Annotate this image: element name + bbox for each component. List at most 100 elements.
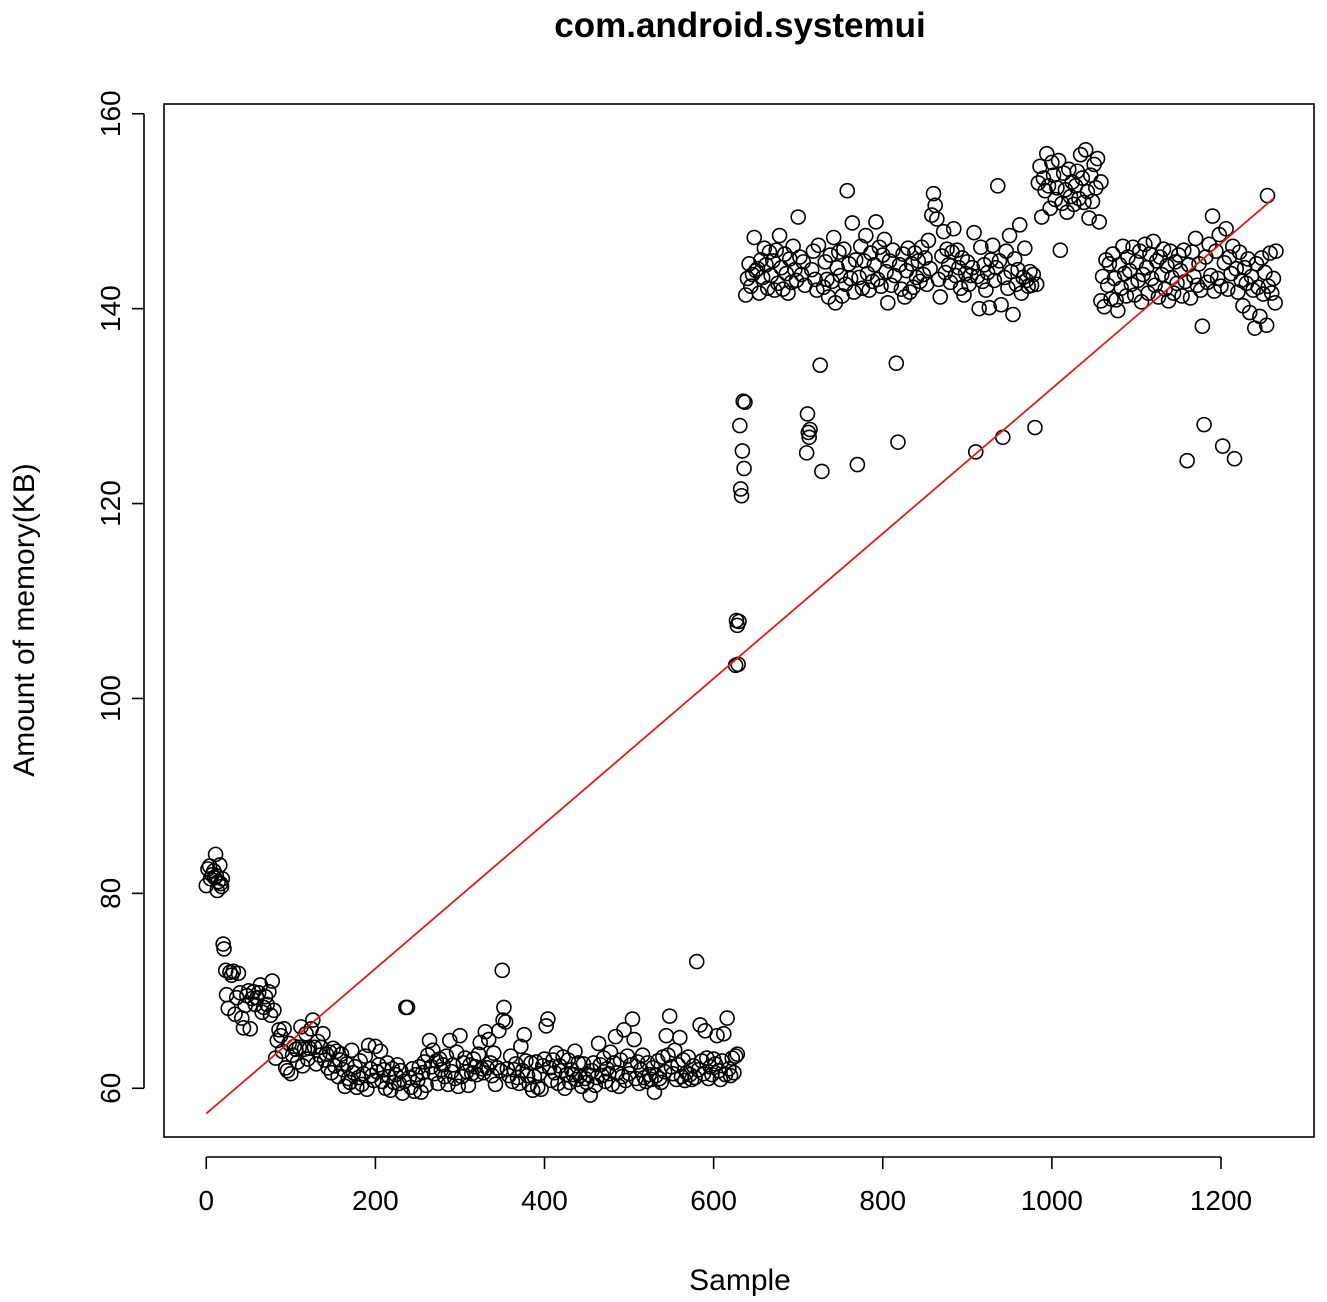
data-point (830, 244, 847, 260)
data-point (981, 299, 998, 316)
data-point (672, 1029, 688, 1046)
data-point (1072, 146, 1089, 163)
x-tick-label: 0 (198, 1185, 214, 1216)
data-point (1268, 243, 1284, 259)
data-point (1265, 270, 1282, 287)
y-tick-label: 120 (95, 480, 126, 527)
data-point (1010, 261, 1026, 278)
data-point (1267, 295, 1283, 311)
data-point (1145, 233, 1162, 250)
data-point (626, 1031, 642, 1048)
data-point (890, 434, 906, 450)
data-point (863, 245, 879, 261)
data-point (213, 878, 230, 895)
x-axis-label: Sample (689, 1264, 791, 1297)
data-point (700, 1070, 717, 1087)
data-point (372, 1043, 389, 1060)
data-point (582, 1087, 598, 1103)
data-point (998, 243, 1015, 259)
data-point (903, 256, 920, 272)
data-point (753, 252, 769, 268)
data-point (543, 1072, 560, 1089)
data-point (1165, 285, 1182, 301)
data-point (1079, 183, 1096, 200)
data-point (1005, 306, 1021, 323)
data-point (677, 1072, 693, 1089)
data-point (751, 285, 768, 301)
data-point (736, 460, 752, 477)
data-point (973, 239, 989, 256)
data-point (746, 229, 763, 246)
data-point (1052, 242, 1069, 258)
data-point (408, 1066, 424, 1083)
data-point (1023, 277, 1040, 294)
data-point (688, 953, 705, 970)
data-point (283, 1065, 299, 1082)
data-point (902, 284, 918, 300)
data-point (394, 1085, 411, 1101)
data-point (839, 182, 856, 199)
data-point (807, 271, 823, 288)
x-tick-label: 200 (352, 1185, 399, 1216)
data-point (1110, 302, 1126, 319)
x-tick-label: 1000 (1021, 1185, 1083, 1216)
data-point (803, 261, 820, 278)
data-point (1101, 256, 1118, 272)
data-point (729, 1046, 746, 1062)
data-point (790, 209, 806, 225)
data-point (873, 278, 889, 295)
data-point (1175, 242, 1192, 258)
data-point (923, 207, 940, 223)
data-point (699, 1050, 715, 1066)
data-point (995, 429, 1011, 446)
data-point (709, 1027, 725, 1044)
data-point (1076, 194, 1092, 211)
data-point (320, 1060, 336, 1076)
data-point (726, 1064, 742, 1081)
data-point (489, 1060, 505, 1076)
data-point (497, 1014, 514, 1030)
data-point (345, 1064, 362, 1081)
data-point (1221, 249, 1238, 265)
data-point (257, 988, 274, 1005)
data-point (949, 242, 965, 258)
data-point (808, 282, 825, 298)
data-point (825, 229, 842, 246)
data-point (768, 242, 785, 258)
data-point (849, 456, 866, 473)
data-point (538, 1018, 555, 1034)
data-point (1194, 318, 1211, 334)
data-point (337, 1078, 353, 1095)
data-point (1253, 250, 1270, 266)
data-point (327, 1058, 343, 1074)
data-point (756, 240, 773, 257)
data-point (945, 220, 962, 237)
y-tick-label: 140 (95, 285, 126, 332)
data-point (399, 999, 416, 1016)
data-point (271, 1022, 287, 1038)
data-point (276, 1021, 292, 1037)
data-point (590, 1035, 607, 1052)
data-point (1017, 240, 1033, 257)
data-point (858, 227, 874, 244)
data-point (540, 1011, 556, 1027)
data-point (712, 1071, 729, 1088)
data-point (846, 284, 862, 300)
data-point (734, 443, 751, 459)
data-point (925, 185, 942, 202)
data-point (1189, 277, 1206, 294)
data-point (954, 250, 971, 266)
data-point (1074, 170, 1091, 186)
data-point (513, 1038, 529, 1055)
data-point (885, 242, 901, 258)
data-point (470, 1046, 487, 1062)
data-point (814, 463, 830, 480)
data-point (722, 1067, 739, 1084)
data-point (1263, 285, 1280, 301)
data-point (761, 244, 778, 260)
data-point (986, 272, 1003, 289)
data-point (1187, 230, 1204, 247)
data-point (837, 276, 854, 293)
data-point (639, 1055, 656, 1071)
data-point (602, 1044, 619, 1061)
